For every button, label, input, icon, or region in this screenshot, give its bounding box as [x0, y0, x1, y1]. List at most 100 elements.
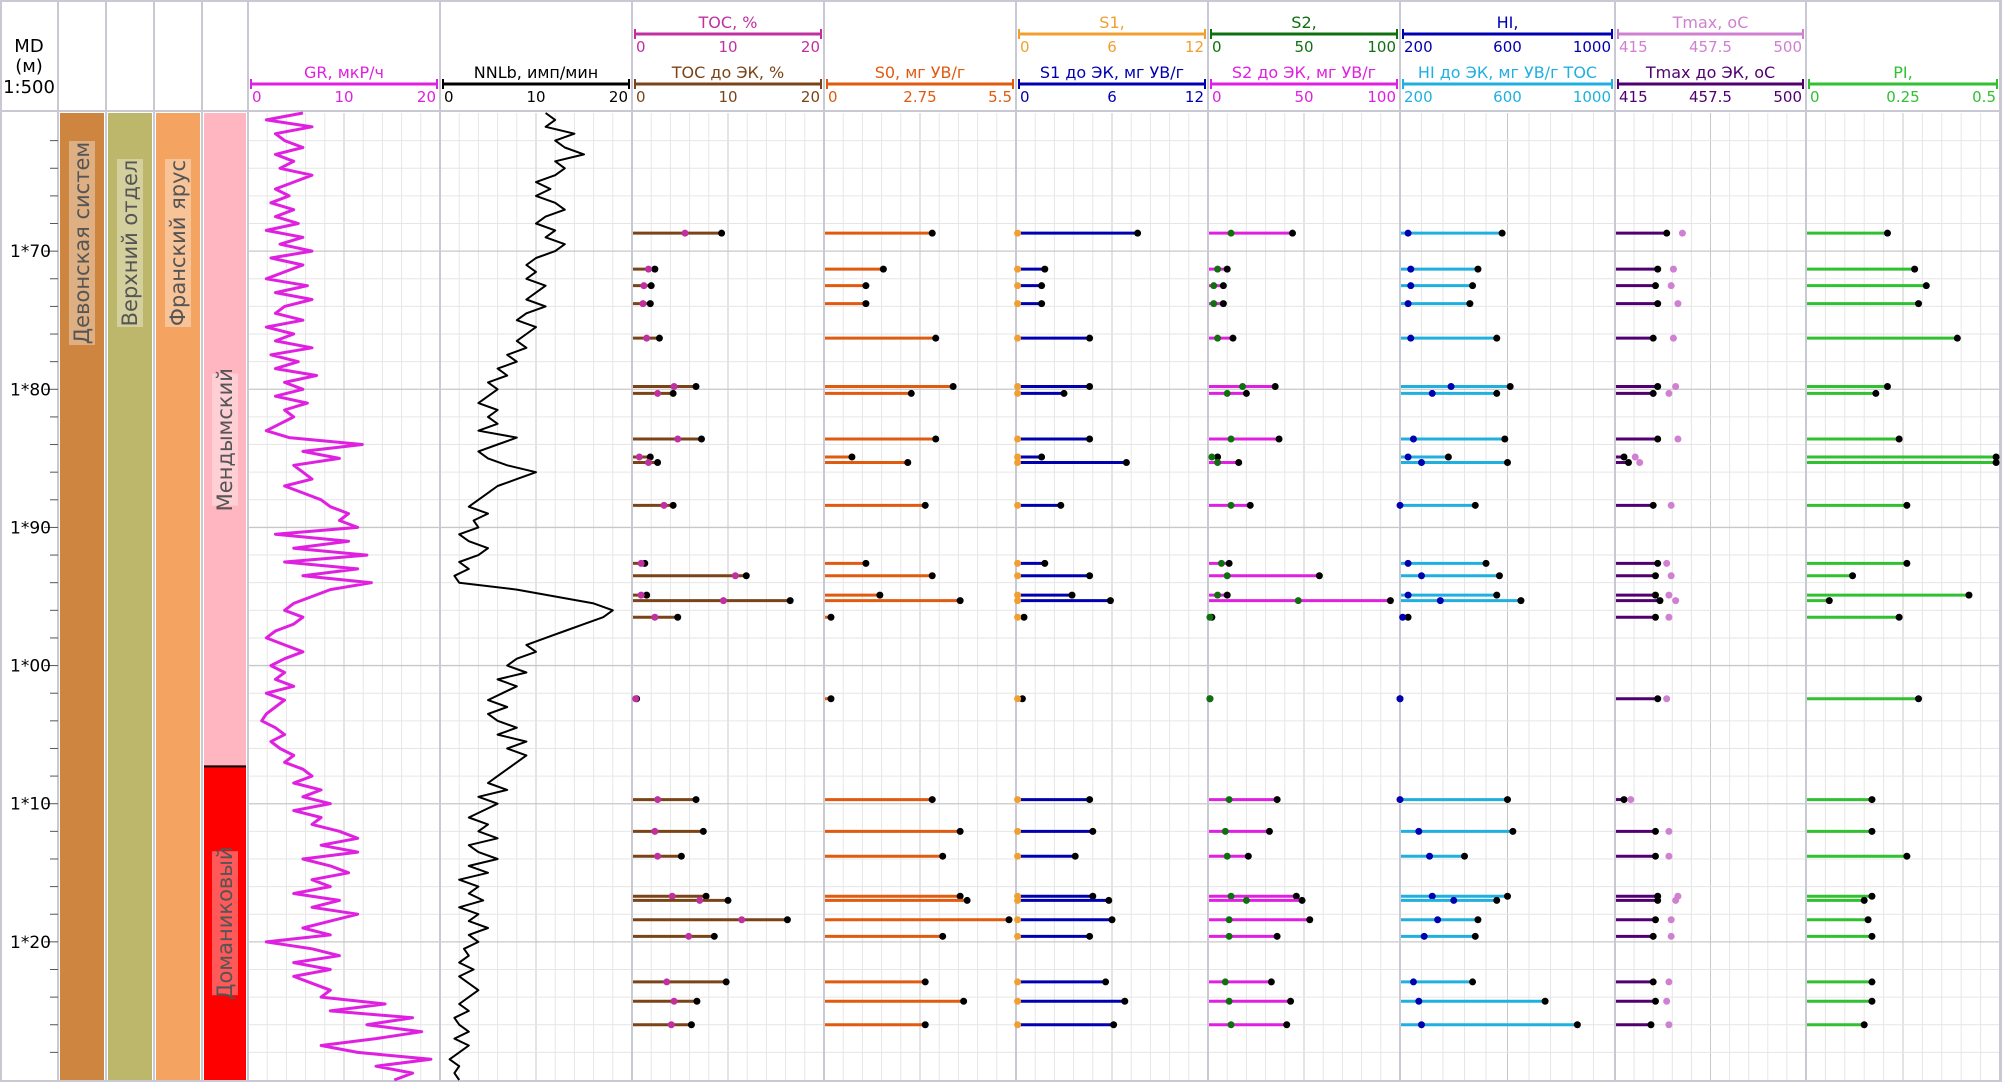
pi-tick-label: 0: [1810, 88, 1820, 106]
s2-top-point: [1214, 334, 1222, 342]
pi-point: [1992, 459, 2000, 467]
s1-top-point: [1014, 229, 1022, 237]
toc-top-point: [651, 613, 659, 621]
tmax-top-point: [1672, 896, 1680, 904]
s1-top-point: [1014, 695, 1022, 703]
hi-point: [1509, 827, 1517, 835]
hi-top-label: HI,: [1497, 13, 1519, 32]
tmax-point: [1649, 501, 1657, 509]
strat-unit-label: Девонская систем: [70, 142, 94, 344]
hi-top-point: [1404, 229, 1412, 237]
gr-tick-label: 20: [417, 88, 436, 106]
s1-point: [1086, 334, 1094, 342]
strat-unit-horizon: [204, 766, 246, 1080]
s0-point: [921, 1021, 929, 1029]
s2-top-point: [1225, 916, 1233, 924]
strat-unit-label: Верхний отдел: [118, 160, 142, 327]
pi-point: [1992, 453, 2000, 461]
s2-point: [1214, 453, 1222, 461]
s2-top-point: [1227, 501, 1235, 509]
toc-top-point: [632, 695, 640, 703]
hi-top-point: [1418, 572, 1425, 580]
s2-top-point: [1294, 597, 1302, 605]
s0-point: [1005, 916, 1013, 924]
hi-top-point: [1426, 852, 1434, 860]
tmax-point: [1654, 435, 1662, 443]
s2-bot-label: S2 до ЭК, мг УВ/г: [1232, 63, 1376, 82]
strat-label-bg: [165, 159, 191, 327]
nnlb-tick-label: 10: [526, 88, 545, 106]
s1-top-point: [1014, 334, 1022, 342]
s1-top-point: [1014, 389, 1022, 397]
pi-tick-label: 0.5: [1972, 88, 1996, 106]
pi-point: [1860, 896, 1868, 904]
tmax-top-point: [1663, 559, 1671, 567]
tmax-bot-tick-label: 500: [1773, 88, 1802, 106]
tmax-point: [1649, 932, 1657, 940]
pi-point: [1911, 265, 1919, 273]
s0-point: [963, 896, 971, 904]
hi-point: [1504, 796, 1511, 804]
s0-point: [956, 827, 964, 835]
s0-point: [928, 796, 936, 804]
s2-point: [1223, 591, 1231, 599]
s2-top-tick-label: 50: [1294, 38, 1313, 56]
s1-point: [1041, 265, 1049, 273]
s0-point: [904, 459, 912, 467]
tmax-point: [1649, 389, 1657, 397]
toc-top-point: [674, 435, 682, 443]
tmax-top-point: [1667, 572, 1675, 580]
s1-top-point: [1014, 300, 1022, 308]
toc-point: [677, 852, 685, 860]
s2-point: [1235, 459, 1243, 467]
toc-point: [692, 383, 700, 391]
s1-point: [1086, 435, 1094, 443]
s1-point: [1089, 827, 1097, 835]
s1-top-point: [1014, 282, 1022, 290]
hi-point: [1404, 613, 1412, 621]
toc-top-point: [670, 383, 678, 391]
pi-label: PI,: [1893, 63, 1912, 82]
hi-point: [1495, 572, 1503, 580]
s0-point: [928, 572, 936, 580]
s1-top-point: [1014, 435, 1022, 443]
s0-point: [921, 978, 929, 986]
tmax-top-point: [1669, 265, 1677, 273]
hi-point: [1493, 591, 1501, 599]
gr-tick-label: 0: [252, 88, 262, 106]
s2-top-point: [1210, 300, 1218, 308]
gr-label: GR, мкР/ч: [304, 63, 384, 82]
s0-point: [862, 559, 870, 567]
s1-point: [1071, 852, 1079, 860]
hi-point: [1504, 892, 1511, 900]
pi-tick-label: 0.25: [1886, 88, 1919, 106]
s1-point: [1121, 997, 1129, 1005]
toc-point: [655, 334, 663, 342]
s2-top-point: [1242, 896, 1250, 904]
toc-top-point: [637, 591, 645, 599]
hi-point: [1504, 459, 1511, 467]
s1-point: [1086, 932, 1094, 940]
tmax-top-tick-label: 457.5: [1689, 38, 1732, 56]
strat-unit-series: [108, 113, 152, 1080]
s1-point: [1106, 597, 1114, 605]
strat-unit-stage: [156, 113, 200, 1080]
strat-unit-label: Мендымский: [213, 368, 237, 511]
hi-top-point: [1404, 453, 1412, 461]
s0-point: [928, 229, 936, 237]
tmax-top-point: [1669, 334, 1677, 342]
tmax-top-point: [1663, 695, 1671, 703]
tmax-top-point: [1674, 435, 1682, 443]
toc-point: [654, 459, 662, 467]
tmax-top-point: [1678, 229, 1686, 237]
hi-bot-label: HI до ЭК, мг УВ/г TOC: [1418, 63, 1597, 82]
hi-point: [1469, 978, 1477, 986]
s1-top-point: [1014, 932, 1022, 940]
pi-point: [1953, 334, 1961, 342]
toc-top-tick-label: 0: [636, 38, 646, 56]
toc-bot-label: TOC до ЭК, %: [671, 63, 784, 82]
toc-top-point: [651, 827, 659, 835]
tmax-top-point: [1665, 613, 1673, 621]
s2-point: [1292, 892, 1300, 900]
